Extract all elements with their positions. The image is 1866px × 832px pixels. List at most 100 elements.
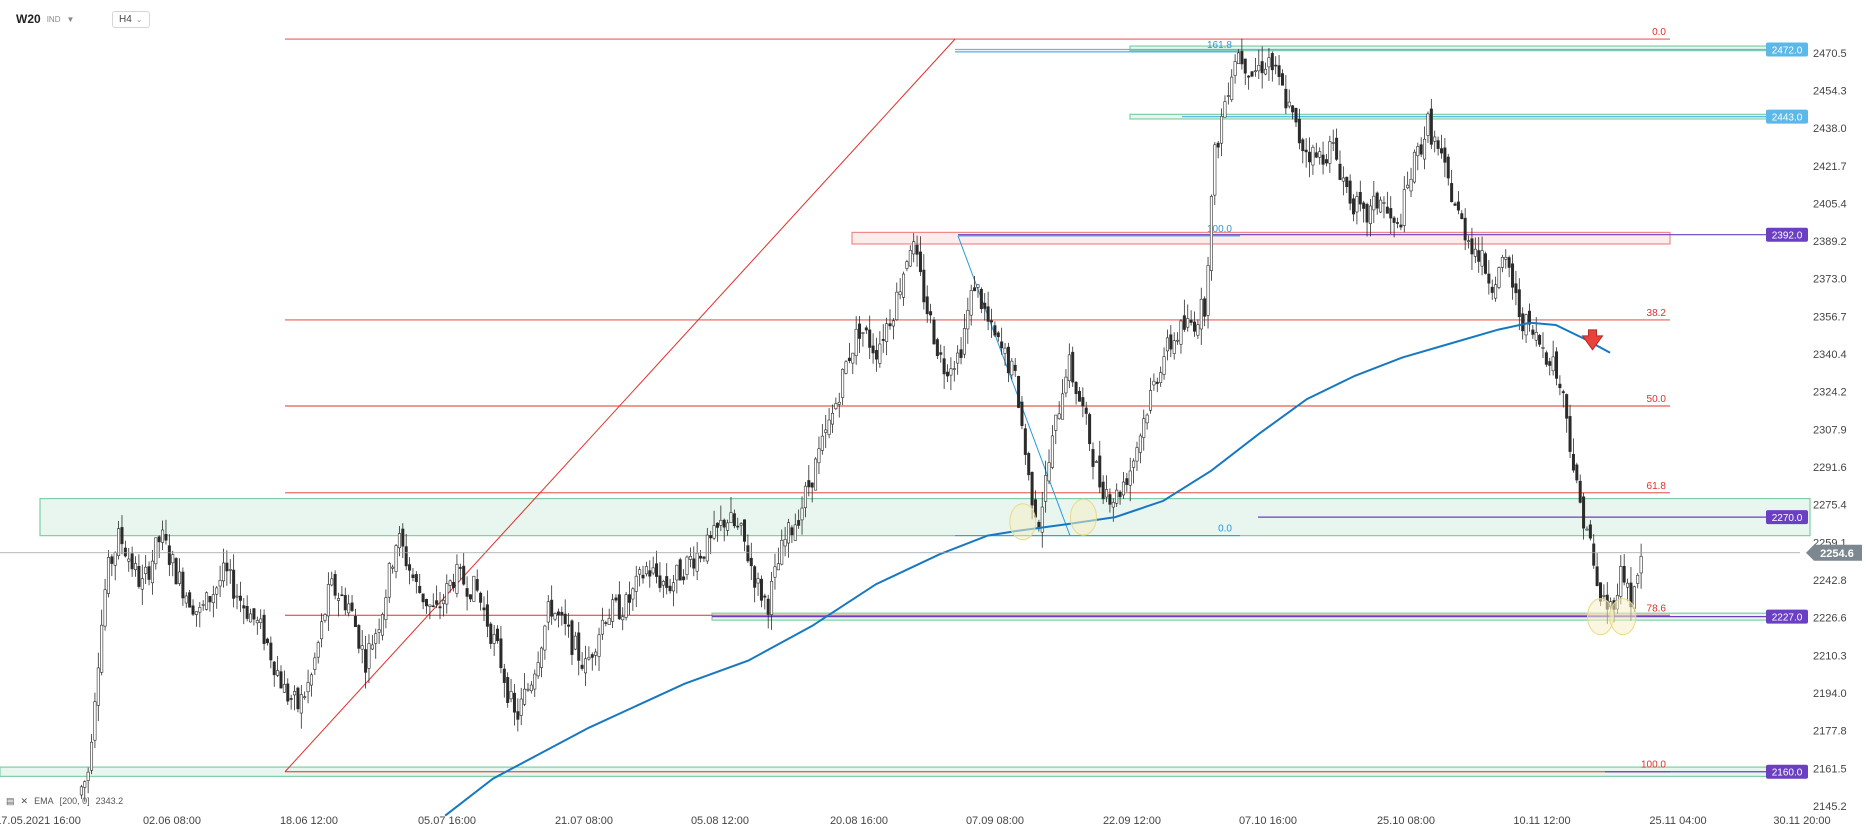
candle-body	[749, 557, 753, 567]
candle-body	[1186, 318, 1190, 328]
candle-body	[1368, 205, 1372, 225]
indicator-settings-icon[interactable]: ▤	[6, 796, 15, 806]
candle-body	[834, 403, 838, 410]
highlight-ellipse	[1009, 503, 1037, 541]
candle-body	[854, 328, 858, 357]
candle-body	[966, 310, 970, 330]
candle-body	[218, 580, 222, 587]
candle-body	[1443, 147, 1447, 163]
candle-body	[1561, 391, 1565, 394]
candle-body	[381, 614, 385, 636]
candle-body	[245, 605, 249, 619]
candle-body	[844, 361, 848, 374]
candle-body	[1105, 489, 1109, 498]
candle-body	[1267, 57, 1271, 68]
candle-body	[458, 567, 462, 569]
y-tick-label: 2324.2	[1813, 387, 1847, 399]
candle-body	[1010, 360, 1014, 376]
symbol-name[interactable]: W20	[16, 12, 41, 26]
candle-body	[814, 458, 818, 491]
candle-body	[675, 564, 679, 581]
candle-body	[1071, 351, 1075, 383]
candle-body	[519, 698, 523, 716]
candle-body	[1389, 208, 1393, 219]
candle-body	[800, 507, 804, 521]
candle-body	[1619, 566, 1623, 597]
current-price-tag	[1806, 544, 1862, 561]
y-tick-label: 2356.7	[1813, 311, 1847, 323]
candle-body	[1206, 265, 1210, 316]
candle-body	[1301, 139, 1305, 152]
candle-body	[1088, 414, 1092, 445]
candle-body	[1196, 324, 1200, 336]
candle-body	[1044, 475, 1048, 502]
candle-body	[350, 602, 354, 611]
candle-body	[560, 611, 564, 616]
candle-body	[174, 558, 178, 585]
timeframe-select[interactable]: H4 ⌄	[112, 11, 150, 28]
candle-body	[448, 580, 452, 586]
candle-body	[543, 625, 547, 651]
candle-body	[106, 557, 110, 594]
candle-body	[1571, 453, 1575, 471]
candle-body	[959, 349, 963, 358]
candle-body	[1365, 204, 1369, 223]
candle-body	[1396, 222, 1400, 224]
fib-ext-label: 0.0	[1218, 524, 1232, 535]
candle-body	[364, 649, 368, 673]
y-tick-label: 2242.8	[1813, 575, 1847, 587]
level-price-text: 2270.0	[1772, 513, 1803, 524]
candle-body	[1132, 460, 1136, 468]
candle-body	[807, 480, 811, 488]
candle-body	[536, 662, 540, 677]
candle-body	[1341, 177, 1345, 182]
y-tick-label: 2210.3	[1813, 650, 1847, 662]
y-tick-label: 2438.0	[1813, 123, 1847, 135]
candle-body	[590, 654, 594, 658]
candle-body	[1264, 68, 1268, 75]
candle-body	[323, 614, 327, 621]
candle-body	[1473, 248, 1477, 257]
candle-body	[1521, 313, 1525, 332]
indicator-name: EMA	[34, 796, 54, 806]
candle-body	[1582, 496, 1586, 529]
candle-body	[1426, 113, 1430, 136]
level-price-tag	[1766, 764, 1808, 779]
candle-body	[851, 352, 855, 364]
candle-body	[110, 556, 114, 564]
candle-body	[1247, 75, 1251, 78]
candle-body	[912, 241, 916, 255]
candle-body	[770, 580, 774, 616]
candle-body	[979, 288, 983, 310]
candle-body	[732, 513, 736, 527]
candle-body	[688, 555, 692, 560]
candle-body	[1392, 217, 1396, 223]
candle-body	[1321, 154, 1325, 165]
candle-body	[1074, 381, 1078, 395]
candle-body	[1494, 284, 1498, 299]
candle-body	[347, 603, 351, 614]
candle-body	[743, 519, 747, 542]
x-tick-label: 05.08 12:00	[691, 815, 749, 827]
candle-body	[671, 582, 675, 592]
fibonacci-layer: 0.0 38.2 50.0 61.8 78.6 100.0 161.8 100.0 0.0	[284, 27, 1670, 773]
fib-level-label: 78.6	[1647, 603, 1667, 614]
indicator-legend[interactable]: ▤ ✕ EMA [200, 0] 2343.2	[6, 796, 123, 807]
symbol-dropdown-icon[interactable]: ▼	[66, 14, 75, 24]
candle-body	[692, 558, 696, 569]
candle-body	[194, 611, 198, 615]
candle-body	[1006, 346, 1010, 374]
candle-body	[1399, 224, 1403, 228]
candle-body	[1348, 180, 1352, 204]
marks-layer	[0, 329, 1800, 636]
candle-body	[1345, 176, 1349, 188]
candle-body	[1470, 238, 1474, 255]
indicator-close-icon[interactable]: ✕	[20, 796, 29, 806]
candle-body	[333, 574, 337, 596]
candle-body	[986, 306, 990, 322]
candle-body	[976, 284, 980, 288]
candle-body	[678, 559, 682, 581]
candle-body	[726, 522, 730, 531]
fib-ext-label: 161.8	[1207, 40, 1232, 51]
